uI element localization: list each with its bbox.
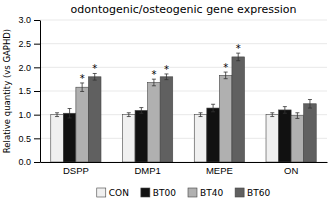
error-bar: [295, 113, 299, 119]
tick-label: 1.0: [18, 110, 31, 120]
tick-label: 3.0: [18, 15, 31, 25]
significance-marker: *: [151, 69, 156, 80]
tick-label: 1.5: [18, 86, 31, 96]
tick: DSPP: [63, 165, 89, 176]
tick-mark: [34, 91, 40, 92]
bar: [123, 115, 136, 162]
tick-label: 2.5: [18, 39, 31, 49]
tick-label: ON: [284, 165, 298, 176]
error-bar: [236, 53, 240, 61]
error-bar: [68, 109, 72, 118]
bar: [51, 115, 64, 162]
tick: 1.0: [18, 110, 40, 120]
grid: [40, 20, 327, 162]
legend-item: BT00: [141, 188, 176, 198]
bar: [266, 115, 279, 162]
legend-swatch: [141, 188, 150, 197]
legend-swatch: [188, 188, 197, 197]
tick-label: MEPE: [206, 165, 233, 176]
legend-swatch: [97, 188, 106, 197]
error-bar: [308, 100, 312, 109]
annotations: * * * * * *: [80, 43, 241, 84]
legend-label: BT40: [200, 188, 223, 198]
bar: [279, 110, 292, 162]
tick: 2.5: [18, 39, 40, 49]
legend-label: CON: [109, 188, 129, 198]
error-bar: [127, 113, 131, 117]
significance-marker: *: [92, 63, 97, 74]
bar: [76, 87, 89, 162]
y-axis: 0.0 0.5 1.0 1.5 2.0 2.5 3.0: [18, 15, 40, 167]
tick: 1.5: [18, 86, 40, 96]
significance-marker: *: [236, 43, 241, 54]
bar: [232, 57, 245, 162]
title: odontogenic/osteogenic gene expression: [71, 3, 297, 16]
tick: DMP1: [134, 165, 160, 176]
significance-marker: *: [80, 73, 85, 84]
error-bar: [270, 113, 274, 117]
tick: ON: [284, 165, 298, 176]
legend-swatch: [235, 188, 244, 197]
bar: [304, 104, 317, 162]
plot: * * * * * * 0.0 0.5 1.0 1.5 2.0 2.5 3.0 DSPP DMP1 MEPE O…: [18, 15, 327, 175]
grid-line: [40, 43, 327, 44]
bar: [291, 116, 304, 162]
legend-item: CON: [97, 188, 129, 198]
bar: [88, 77, 101, 162]
error-bar: [139, 108, 143, 114]
x-axis: DSPP DMP1 MEPE ON: [41, 163, 328, 176]
marks: [51, 53, 316, 162]
tick: 0.5: [18, 134, 40, 144]
bar: [219, 75, 232, 162]
error-bar: [211, 104, 215, 112]
bar: [207, 108, 220, 162]
grid-line: [40, 20, 327, 21]
tick-mark: [34, 44, 40, 45]
tick: MEPE: [206, 165, 233, 176]
significance-marker: *: [164, 64, 169, 75]
tick-label: 0.0: [18, 157, 31, 167]
tick-label: DSPP: [63, 165, 89, 176]
tick-mark: [34, 67, 40, 68]
legend-item: BT60: [235, 188, 270, 198]
tick-label: 0.5: [18, 134, 31, 144]
significance-marker: *: [223, 62, 228, 73]
bar: [63, 113, 76, 162]
tick: 0.0: [18, 157, 40, 167]
error-bar: [283, 107, 287, 114]
tick-mark: [34, 162, 40, 163]
grid-line: [40, 67, 327, 68]
legend-item: BT40: [188, 188, 223, 198]
tick: 2.0: [18, 63, 40, 73]
axis-line: [41, 162, 328, 163]
error-bar: [80, 83, 84, 92]
axis-line: [40, 21, 41, 163]
tick-mark: [34, 115, 40, 116]
tick-label: DMP1: [134, 165, 160, 176]
tick-mark: [34, 138, 40, 139]
legend-label: BT00: [153, 188, 176, 198]
legend: CON BT00 BT40 BT60: [97, 188, 271, 198]
legend-label: BT60: [247, 188, 270, 198]
y-axis-title: Relative quantity (vs GAPHD): [2, 29, 12, 153]
tick-label: 2.0: [18, 63, 31, 73]
bar: [194, 115, 207, 162]
error-bar: [199, 113, 203, 117]
error-bar: [55, 113, 59, 117]
bar: [160, 77, 173, 162]
tick-mark: [34, 20, 40, 21]
bar: [135, 110, 148, 162]
bar: [148, 82, 161, 162]
chart: odontogenic/osteogenic gene expression**…: [0, 0, 335, 204]
tick: 3.0: [18, 15, 40, 25]
